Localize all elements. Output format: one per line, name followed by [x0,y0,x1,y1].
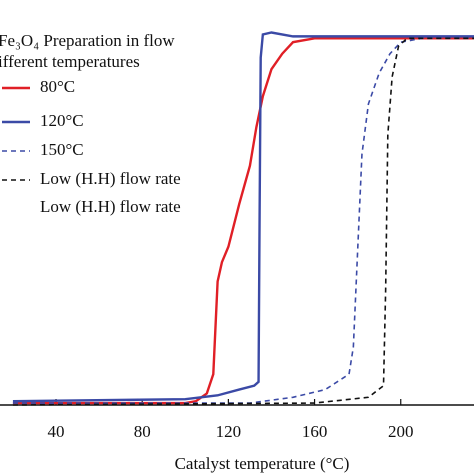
data-line [12,31,474,403]
data-line [12,37,474,406]
x-tick-label: 40 [48,422,65,441]
x-tick-label: 80 [134,422,151,441]
legend-label: 120°C [40,111,84,130]
legend-label: 150°C [40,140,84,159]
legend-label: 80°C [40,77,75,96]
legend-label: Low (H.H) flow rate [40,197,181,216]
x-tick-label: 200 [388,422,414,441]
legend-title: ifferent temperatures [0,52,140,71]
data-line [12,37,474,404]
x-tick-label: 160 [302,422,328,441]
legend-label: Low (H.H) flow rate [40,169,181,188]
x-axis-label: Catalyst temperature (°C) [175,454,350,473]
data-line [12,37,474,405]
legend-title: Fe₃O₄ Preparation in flow [0,31,175,50]
x-tick-label: 120 [216,422,242,441]
